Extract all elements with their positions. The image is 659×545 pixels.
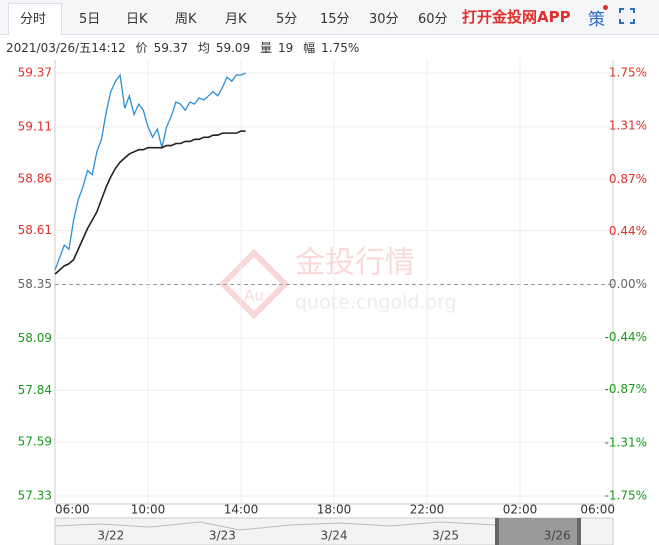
- x-tick-label: 14:00: [224, 503, 259, 517]
- x-tick-label: 06:00: [580, 503, 615, 517]
- info-label: 价: [135, 41, 148, 55]
- watermark-name: 金投行情: [295, 246, 415, 281]
- y-tick-label: 58.61: [18, 223, 52, 237]
- quote-info: 2021/03/26/五14:12 价 59.37 均 59.09 量 19 幅 1.7…: [6, 39, 365, 56]
- info-value: 19: [278, 41, 294, 55]
- watermark-logo-frame: [218, 248, 290, 320]
- navigator-label: 3/23: [209, 529, 236, 543]
- y2-tick-label: -1.31%: [605, 435, 647, 449]
- navigator-trace: [54, 521, 498, 531]
- watermark-logo: Au: [244, 287, 264, 305]
- icon-path: [619, 8, 635, 24]
- tab[interactable]: 日K: [126, 12, 148, 27]
- x-tick-label: 22:00: [410, 503, 445, 517]
- y-tick-label: 59.11: [18, 119, 52, 133]
- y-tick-label: 57.59: [18, 435, 52, 449]
- navigator-handle[interactable]: [577, 518, 581, 545]
- x-tick-label: 06:00: [55, 503, 90, 517]
- navigator-label: 3/24: [321, 529, 348, 543]
- info-label: 幅: [303, 41, 316, 55]
- navigator-label: 3/22: [97, 529, 124, 543]
- info-label: 均: [197, 41, 210, 55]
- y2-tick-label: 0.87%: [609, 172, 647, 186]
- x-tick-label: 18:00: [317, 503, 352, 517]
- y-tick-label: 57.84: [18, 383, 52, 397]
- icon: [619, 8, 635, 24]
- info-value: 1.75%: [321, 41, 360, 55]
- info-label: 量: [260, 41, 273, 55]
- tab[interactable]: 30分: [369, 12, 399, 27]
- tab[interactable]: 15分: [320, 12, 350, 27]
- navigator-label: 3/26: [544, 529, 571, 543]
- navigator-window[interactable]: [497, 518, 579, 545]
- active-tab-bg: [8, 3, 62, 35]
- y2-tick-label: 0.44%: [609, 224, 647, 238]
- tab[interactable]: 月K: [225, 12, 247, 27]
- x-tick-label: 10:00: [131, 503, 166, 517]
- navigator-handle[interactable]: [495, 518, 499, 545]
- tab[interactable]: 5分: [276, 12, 298, 27]
- y-tick-label: 59.37: [18, 66, 52, 80]
- tab[interactable]: 60分: [418, 12, 448, 27]
- y-tick-label: 58.35: [18, 277, 52, 291]
- navigator-label: 3/25: [432, 529, 459, 543]
- y2-tick-label: 1.75%: [609, 66, 647, 80]
- y2-tick-label: 0.00%: [609, 277, 647, 291]
- y-tick-label: 57.33: [18, 489, 52, 503]
- x-tick-label: 02:00: [503, 503, 538, 517]
- y2-tick-label: -1.75%: [605, 489, 647, 503]
- y2-tick-label: 1.31%: [609, 119, 647, 133]
- datetime: 2021/03/26/五14:12: [6, 41, 126, 55]
- series-line: [54, 130, 246, 275]
- badge-dot: [603, 5, 608, 10]
- strategy-button[interactable]: 策: [588, 10, 605, 30]
- y2-tick-label: -0.87%: [605, 382, 647, 396]
- tab[interactable]: 分时: [20, 12, 47, 27]
- watermark-url: quote.cngold.org: [295, 292, 457, 314]
- info-value: 59.37: [153, 41, 188, 55]
- app-link[interactable]: 打开金投网APP: [462, 8, 571, 26]
- toolbar: 分时 5日 日K 周K 月K 5分 15分 30分 60分 打开金投网APP 策: [0, 0, 659, 35]
- y-tick-label: 58.09: [18, 331, 52, 345]
- watermark: Au 金投行情 quote.cngold.org: [218, 246, 457, 320]
- tab[interactable]: 周K: [175, 12, 197, 27]
- y-tick-label: 58.86: [18, 171, 52, 185]
- tab[interactable]: 5日: [79, 12, 101, 27]
- series-line: [54, 72, 246, 271]
- y2-tick-label: -0.44%: [605, 330, 647, 344]
- info-value: 59.09: [215, 41, 251, 55]
- fullscreen-icon[interactable]: [619, 8, 635, 24]
